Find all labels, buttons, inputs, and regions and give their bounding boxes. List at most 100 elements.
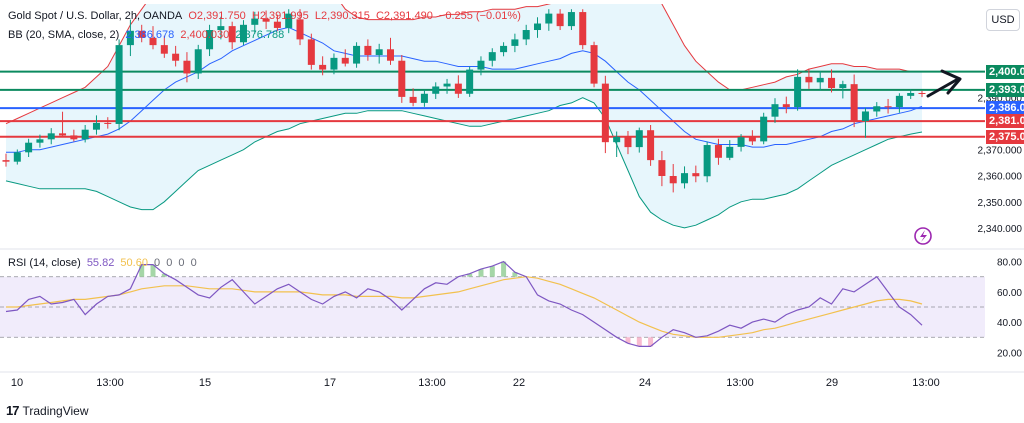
- legend-bb: BB (20, SMA, close, 2) 2,386.678 2,400.0…: [8, 29, 287, 41]
- price-pane: [0, 4, 985, 229]
- legend-bb-basis: 2,386.678: [125, 29, 175, 41]
- candle-body: [285, 13, 293, 28]
- bb-lower-line: [5, 97, 923, 229]
- candle-body: [47, 133, 55, 140]
- lightning-circle: [914, 227, 932, 245]
- candle-body: [545, 13, 553, 24]
- candle-body: [81, 129, 89, 140]
- legend-rsi-value: 55.82: [86, 257, 115, 269]
- candle-body: [330, 57, 338, 70]
- currency-button[interactable]: USD: [986, 9, 1020, 31]
- candle-body: [590, 45, 598, 84]
- rsi-tick-label: 20.00: [997, 348, 1022, 359]
- candle-body: [172, 53, 180, 61]
- candle-body: [477, 60, 485, 70]
- price-tag-2: 2,393.000: [986, 82, 1024, 97]
- candle-body: [251, 18, 259, 25]
- candle-body: [454, 83, 462, 94]
- rsi-tick-label: 60.00: [997, 288, 1022, 299]
- candle-body: [726, 146, 734, 158]
- candle-body: [319, 64, 327, 70]
- candle-body: [183, 60, 191, 74]
- candle-body: [126, 30, 134, 46]
- price-tick-label: 2,340.000: [978, 224, 1023, 235]
- price-tag-1: 2,400.000: [986, 64, 1024, 79]
- candle-body: [488, 52, 496, 61]
- legend-rsi: RSI (14, close) 55.82 50.60 0 0 0 0: [8, 257, 200, 269]
- candle-body: [160, 45, 168, 54]
- candle-body: [206, 30, 214, 50]
- candle-body: [138, 30, 146, 38]
- candle-body: [601, 83, 609, 143]
- candle-body: [816, 77, 824, 83]
- candle-body: [386, 49, 394, 61]
- time-tick-label: 13:00: [418, 377, 446, 389]
- price-tag-3: 2,386.000: [986, 101, 1024, 116]
- candle-body: [839, 84, 847, 89]
- rsi-oversold-fill: [625, 337, 654, 347]
- candle-body: [341, 57, 349, 64]
- candle-body: [466, 69, 474, 94]
- legend-open: O2,391.750: [188, 10, 246, 22]
- candle-body: [567, 12, 575, 27]
- bb-upper-line: [5, 4, 922, 125]
- candle-body: [70, 135, 78, 140]
- candle-body: [850, 84, 858, 122]
- candle-body: [104, 122, 112, 124]
- candle-body: [194, 49, 202, 74]
- price-tag-5: 2,375.000: [986, 129, 1024, 144]
- candle-body: [262, 18, 270, 22]
- candle-body: [918, 92, 926, 94]
- rsi-pane: [0, 260, 985, 347]
- lightning-icon: [914, 227, 932, 245]
- candle-body: [409, 96, 417, 103]
- legend-rsi-ma: 50.60: [120, 257, 148, 269]
- candle-body: [364, 45, 372, 56]
- price-tick-label: 2,360.000: [978, 172, 1023, 183]
- candle-body: [556, 13, 564, 27]
- candle-body: [771, 104, 779, 117]
- time-tick-label: 22: [513, 377, 525, 389]
- candle-body: [522, 30, 530, 40]
- candle-body: [2, 160, 10, 162]
- candle-body: [782, 104, 790, 108]
- candle-body: [92, 122, 100, 130]
- candle-body: [613, 136, 621, 143]
- candle-body: [692, 173, 700, 177]
- legend-ohlc: Gold Spot / U.S. Dollar, 2h, OANDA O2,39…: [8, 10, 524, 22]
- candle-body: [703, 145, 711, 177]
- candle-body: [624, 136, 632, 148]
- legend-close: C2,391.490: [375, 10, 433, 22]
- candle-body: [884, 106, 892, 108]
- candle-body: [13, 152, 21, 162]
- rsi-overbought-fill: [139, 261, 518, 277]
- candle-body: [805, 76, 813, 83]
- candle-body: [353, 45, 361, 64]
- legend-rsi-extra-1: 0: [154, 257, 161, 269]
- candle-body: [907, 92, 915, 96]
- candle-body: [861, 111, 869, 122]
- legend-bb-lower: 2,376.788: [235, 29, 285, 41]
- price-tick-label: 2,390.000: [978, 94, 1023, 105]
- candle-body: [635, 130, 643, 148]
- candle-body: [443, 83, 451, 87]
- time-tick-label: 10: [11, 377, 23, 389]
- arrow-annotation: [926, 77, 960, 98]
- price-tag-4: 2,381.000: [986, 114, 1024, 129]
- legend-rsi-extra-4: 0: [190, 257, 197, 269]
- candle-body: [828, 77, 836, 89]
- candle-body: [432, 86, 440, 94]
- bb-band-fill: [6, 4, 922, 228]
- candle-body: [500, 45, 508, 53]
- rsi-line: [5, 260, 923, 347]
- candle-body: [59, 133, 67, 136]
- time-tick-label: 13:00: [726, 377, 754, 389]
- candle-body: [149, 37, 157, 46]
- legend-high: H2,391.995: [251, 10, 309, 22]
- tradingview-logo[interactable]: 17 TradingView: [6, 403, 89, 418]
- candle-body: [307, 39, 315, 65]
- candle-body: [115, 45, 123, 124]
- candle-body: [534, 23, 542, 31]
- time-tick-label: 24: [639, 377, 651, 389]
